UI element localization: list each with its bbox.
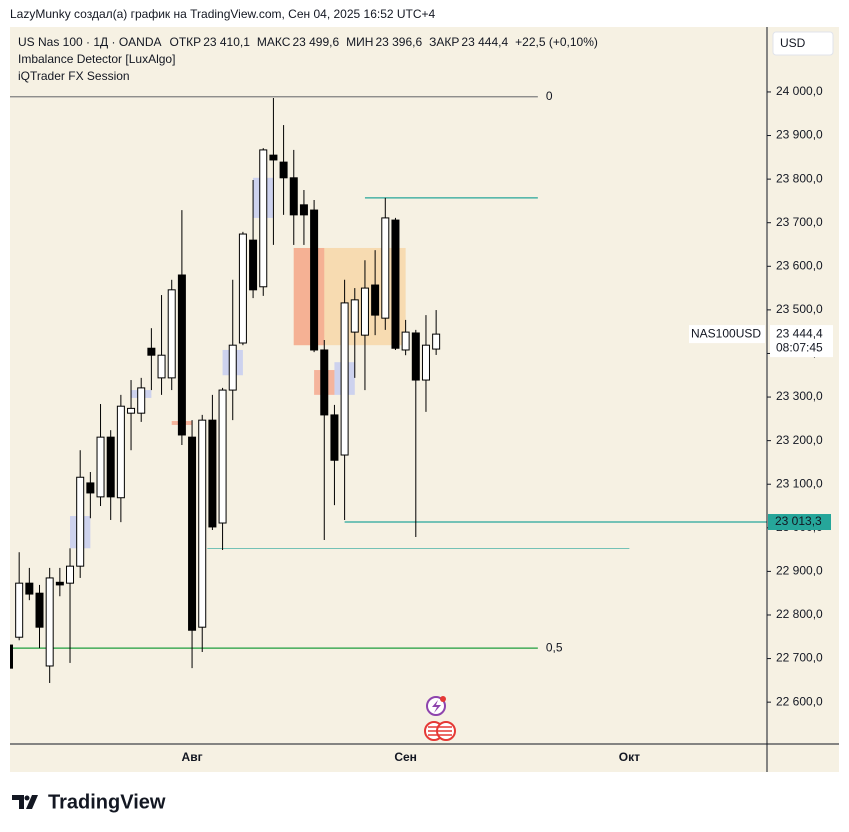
- x-tick-label: Авг: [182, 750, 203, 764]
- candle-body: [432, 333, 441, 350]
- candle-body: [299, 204, 308, 216]
- candle-body: [208, 419, 217, 528]
- y-tick-label: 23 300,0: [776, 389, 823, 403]
- symbol-tag-label: NAS100USD: [691, 326, 761, 340]
- candle-body: [106, 436, 115, 498]
- y-tick-label: 23 700,0: [776, 215, 823, 229]
- candle-body: [86, 482, 95, 494]
- candle-body: [238, 233, 247, 344]
- credit: LazyMunky создал(а) график на TradingVie…: [10, 7, 436, 21]
- candle-body: [381, 217, 390, 319]
- candle-body: [76, 476, 85, 567]
- y-tick-label: 23 200,0: [776, 433, 823, 447]
- legend-title: US Nas 100 · 1Д · OANDA: [18, 35, 162, 49]
- candle-body: [279, 161, 288, 179]
- candle-body: [35, 592, 44, 628]
- legend-item: МАКС: [257, 35, 291, 49]
- candle-body: [249, 239, 258, 291]
- candle-body: [25, 582, 34, 595]
- candle-body: [45, 577, 54, 667]
- zone: [293, 247, 325, 346]
- candle-body: [127, 407, 136, 414]
- indicator-name: Imbalance Detector [LuxAlgo]: [18, 52, 175, 66]
- level-label: 0,5: [546, 640, 563, 654]
- legend-item: 23 410,1: [203, 35, 250, 49]
- x-tick-label: Сен: [394, 750, 417, 764]
- candle-body: [198, 419, 207, 628]
- candle-body: [289, 177, 298, 216]
- candle-body: [360, 287, 369, 336]
- axis-price-tag: [768, 514, 831, 531]
- axis-price-tag-label: 23 013,3: [775, 514, 822, 528]
- last-price-label: 23 444,4: [776, 326, 823, 340]
- candle-body: [15, 582, 24, 638]
- candle-body: [320, 349, 329, 416]
- last-price-tag: [770, 325, 833, 358]
- candle-body: [371, 284, 380, 316]
- candle-body: [340, 302, 349, 456]
- candle-body: [157, 354, 166, 379]
- candle-body: [391, 219, 400, 349]
- icons: [424, 696, 456, 741]
- candle-body: [66, 565, 75, 584]
- candle-body: [137, 387, 146, 414]
- candle-body: [188, 436, 197, 631]
- candle-body: [218, 389, 227, 524]
- legend-item: ОТКР: [170, 35, 202, 49]
- legend-item: +22,5 (+0,10%): [515, 35, 598, 49]
- candle-body: [177, 274, 186, 436]
- candle-body: [55, 581, 64, 586]
- legend-item: ЗАКР: [429, 35, 459, 49]
- symbol-tag: [689, 325, 765, 344]
- currency-button[interactable]: [772, 31, 834, 56]
- candle-body: [228, 344, 237, 391]
- legend-item: 23 444,4: [461, 35, 508, 49]
- candle-body: [147, 347, 156, 356]
- y-tick-label: 23 900,0: [776, 128, 823, 142]
- x-tick-label: Окт: [619, 750, 640, 764]
- y-tick-label: 22 900,0: [776, 564, 823, 578]
- candle-body: [259, 149, 268, 288]
- indicator-name: iQTrader FX Session: [18, 69, 130, 83]
- chart-background: [10, 27, 839, 772]
- plot-area: 00,5: [10, 89, 767, 683]
- y-tick-label: 22 700,0: [776, 651, 823, 665]
- candle-body: [401, 331, 410, 351]
- y-tick-label: 22 800,0: [776, 607, 823, 621]
- legend-item: МИН: [346, 35, 373, 49]
- y-tick-label: 23 500,0: [776, 302, 823, 316]
- y-tick-label: 22 600,0: [776, 694, 823, 708]
- y-tick-label: 23 100,0: [776, 476, 823, 490]
- candle-body: [116, 405, 125, 499]
- candle-body: [167, 289, 176, 379]
- level-label: 0: [546, 89, 553, 103]
- legend-item: 23 499,6: [292, 35, 339, 49]
- countdown: 08:07:45: [776, 340, 823, 354]
- currency[interactable]: USD: [780, 36, 806, 50]
- y-tick-label: 23 800,0: [776, 171, 823, 185]
- legend-item: 23 396,6: [375, 35, 422, 49]
- legend: US Nas 100 · 1Д · OANDA ОТКР 23 410,1 МАКС 2…: [18, 35, 598, 83]
- candle-body: [310, 209, 319, 351]
- candle-body: [350, 299, 359, 333]
- candle-body: [330, 414, 339, 461]
- candle-body: [411, 332, 420, 381]
- y-tick-label: 23 600,0: [776, 258, 823, 272]
- y-tick-label: 24 000,0: [776, 84, 823, 98]
- candle-body: [421, 344, 430, 381]
- candle-body: [96, 436, 105, 498]
- logo-text: TradingView: [48, 791, 166, 813]
- candle-body: [269, 154, 278, 161]
- candle-body: [10, 644, 13, 669]
- logo: TradingView: [12, 791, 166, 813]
